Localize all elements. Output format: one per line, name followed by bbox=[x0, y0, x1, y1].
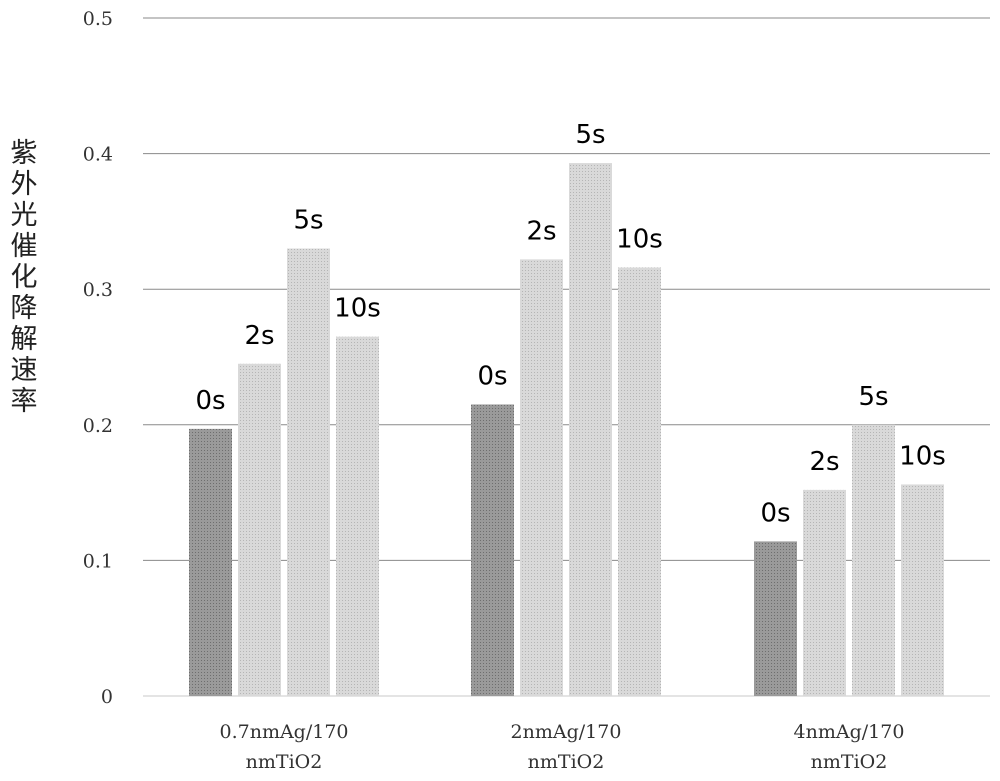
bar-10s-0 bbox=[336, 336, 379, 696]
category-label: 0.7nmAg/170 nmTiO2 bbox=[219, 721, 348, 773]
category-label: 2nmAg/170 nmTiO2 bbox=[511, 721, 622, 773]
bar-2s-2 bbox=[803, 489, 846, 696]
y-tick-label: 0.2 bbox=[83, 415, 113, 437]
gridlines bbox=[143, 17, 990, 697]
bars bbox=[189, 163, 944, 697]
bar-5s-0 bbox=[287, 248, 330, 696]
data-label: 5s bbox=[575, 120, 605, 150]
y-axis-title: 紫外光催化降解速率 bbox=[11, 138, 38, 417]
data-label: 2s bbox=[809, 447, 839, 477]
y-tick-label: 0.1 bbox=[83, 550, 113, 572]
bar-10s-2 bbox=[901, 484, 944, 696]
y-axis-label: 紫外光催化降解速率 bbox=[11, 138, 38, 417]
data-labels: 0s 0s 0s 2s 2s 2s 5s 5s 5s 10s 10s 10s bbox=[195, 120, 945, 528]
y-tick-label: 0.3 bbox=[83, 279, 113, 301]
category-labels: 0.7nmAg/170 nmTiO2 2nmAg/170 nmTiO2 4nmAg/17… bbox=[219, 721, 904, 773]
data-label: 0s bbox=[760, 498, 790, 528]
bar-0s-1 bbox=[471, 404, 514, 696]
data-label: 10s bbox=[334, 294, 381, 324]
bar-2s-0 bbox=[238, 363, 281, 696]
y-tick-label: 0 bbox=[101, 686, 113, 708]
data-label: 2s bbox=[244, 321, 274, 351]
data-label: 10s bbox=[616, 225, 663, 255]
data-label: 5s bbox=[858, 382, 888, 412]
data-label: 2s bbox=[526, 216, 556, 246]
y-tick-label: 0.5 bbox=[83, 8, 113, 30]
data-label: 10s bbox=[899, 441, 946, 471]
y-tick-label: 0.4 bbox=[83, 144, 113, 166]
bar-2s-1 bbox=[520, 259, 563, 696]
bar-5s-2 bbox=[852, 424, 895, 696]
data-label: 5s bbox=[293, 206, 323, 236]
bar-0s-0 bbox=[189, 428, 232, 696]
bar-5s-1 bbox=[569, 163, 612, 697]
y-axis-ticks: 0 0.1 0.2 0.3 0.4 0.5 bbox=[83, 8, 113, 708]
bar-10s-1 bbox=[618, 267, 661, 696]
data-label: 0s bbox=[477, 361, 507, 391]
category-label: 4nmAg/170 nmTiO2 bbox=[794, 721, 905, 773]
data-label: 0s bbox=[195, 386, 225, 416]
bar-0s-2 bbox=[754, 541, 797, 696]
